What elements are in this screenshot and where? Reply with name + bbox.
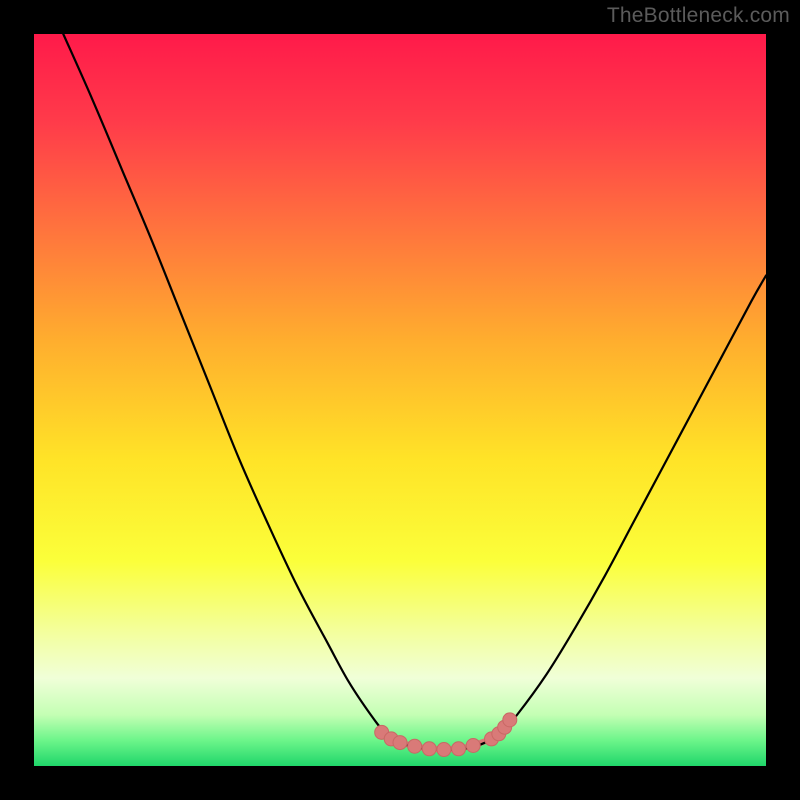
marker-dot: [408, 739, 422, 753]
plot-area: [34, 34, 766, 766]
marker-dot: [437, 743, 451, 757]
bottleneck-curve: [63, 34, 766, 750]
curve-overlay: [34, 34, 766, 766]
marker-dot: [503, 713, 517, 727]
marker-group: [375, 713, 517, 757]
marker-dot: [393, 736, 407, 750]
marker-dot: [452, 742, 466, 756]
marker-dot: [466, 739, 480, 753]
watermark-text: TheBottleneck.com: [607, 4, 790, 28]
marker-dot: [422, 742, 436, 756]
chart-container: TheBottleneck.com: [0, 0, 800, 800]
